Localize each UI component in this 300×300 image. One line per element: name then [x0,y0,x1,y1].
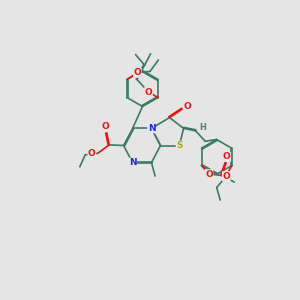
Text: O: O [145,88,152,97]
Text: H: H [199,123,206,132]
Text: O: O [88,149,96,158]
Text: S: S [176,141,183,150]
Text: O: O [134,68,141,77]
Text: O: O [223,152,231,161]
Text: N: N [129,158,136,167]
Text: O: O [222,172,230,181]
Text: O: O [205,169,213,178]
Text: O: O [101,122,109,131]
Text: N: N [148,124,155,133]
Text: O: O [184,102,191,111]
